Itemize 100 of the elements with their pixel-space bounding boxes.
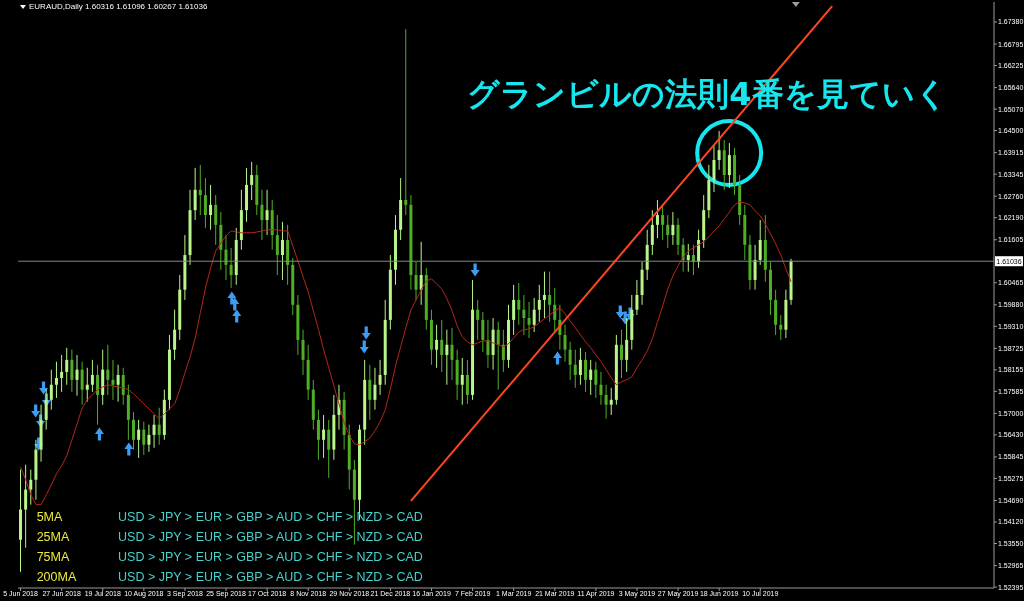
candlestick bbox=[327, 419, 331, 479]
candlestick bbox=[214, 194, 218, 246]
candlestick bbox=[60, 354, 64, 393]
candlestick bbox=[316, 409, 320, 461]
candlestick bbox=[609, 387, 613, 416]
candlestick bbox=[691, 244, 695, 276]
annotation: USD > JPY > EUR > GBP > AUD > CHF > NZD > CAD bbox=[118, 569, 423, 585]
candlestick bbox=[75, 354, 79, 397]
candlestick bbox=[686, 243, 690, 273]
line-series bbox=[20, 201, 792, 506]
candlestick bbox=[620, 329, 624, 379]
candlestick bbox=[445, 329, 449, 386]
candlestick bbox=[476, 299, 480, 341]
candlestick bbox=[80, 361, 84, 406]
candlestick bbox=[116, 364, 120, 403]
candlestick bbox=[779, 314, 783, 341]
candlestick bbox=[229, 247, 233, 289]
candlestick bbox=[758, 219, 762, 266]
annotation: 25MA bbox=[36, 529, 70, 545]
annotation: 200MA bbox=[36, 569, 77, 585]
candlestick bbox=[604, 384, 608, 420]
candlestick bbox=[173, 309, 177, 361]
candlestick bbox=[378, 359, 382, 396]
candlestick bbox=[435, 324, 439, 369]
annotation: USD > JPY > EUR > GBP > AUD > CHF > NZD > CAD bbox=[118, 529, 423, 545]
candlestick bbox=[265, 189, 269, 236]
candlestick bbox=[512, 284, 516, 336]
candlestick bbox=[121, 367, 125, 406]
candlestick bbox=[54, 361, 58, 399]
candlestick bbox=[727, 142, 731, 189]
candlestick bbox=[198, 164, 202, 216]
candlestick bbox=[49, 369, 53, 411]
candlestick bbox=[440, 319, 444, 373]
candlestick bbox=[106, 344, 110, 396]
candlestick bbox=[44, 389, 48, 431]
candlestick bbox=[29, 469, 33, 506]
candlestick bbox=[322, 414, 326, 459]
candlestick bbox=[132, 411, 136, 451]
candlestick bbox=[414, 261, 418, 301]
candlestick bbox=[70, 349, 74, 393]
candlestick bbox=[584, 351, 588, 393]
candlestick bbox=[465, 359, 469, 405]
candlestick bbox=[563, 324, 567, 363]
candlestick bbox=[542, 271, 546, 319]
candlestick bbox=[573, 349, 577, 389]
candlestick bbox=[152, 414, 156, 449]
candlestick bbox=[137, 419, 141, 459]
candlestick bbox=[111, 359, 115, 401]
candlestick bbox=[578, 347, 582, 386]
candlestick bbox=[280, 221, 284, 281]
chart-title: EURAUD,Daily 1.60316 1.61096 1.60267 1.61036 bbox=[29, 2, 208, 12]
candlestick bbox=[24, 464, 28, 549]
candlestick bbox=[419, 241, 423, 306]
candlestick bbox=[404, 28, 408, 216]
candlestick bbox=[650, 209, 654, 256]
candlestick bbox=[209, 184, 213, 231]
candlestick bbox=[676, 217, 680, 256]
candlestick bbox=[301, 329, 305, 376]
candlestick bbox=[666, 214, 670, 249]
candlestick bbox=[517, 282, 521, 326]
candlestick bbox=[548, 271, 552, 323]
candlestick bbox=[599, 371, 603, 406]
candlestick bbox=[96, 364, 100, 426]
candlestick bbox=[157, 407, 161, 446]
candlestick bbox=[532, 297, 536, 333]
candlestick bbox=[671, 211, 675, 246]
candlestick bbox=[460, 357, 464, 406]
candlestick bbox=[368, 364, 372, 421]
candlestick bbox=[142, 421, 146, 456]
candlestick bbox=[203, 177, 207, 229]
annotation: 5MA bbox=[36, 509, 63, 525]
candlestick bbox=[655, 199, 659, 239]
candlestick bbox=[275, 214, 279, 276]
candlestick bbox=[712, 144, 716, 193]
annotation: グランビルの法則4番を見ていく bbox=[467, 75, 948, 113]
candlestick bbox=[625, 317, 629, 373]
candlestick bbox=[635, 279, 639, 316]
candlestick bbox=[373, 367, 377, 411]
candlestick bbox=[594, 361, 598, 399]
candlestick bbox=[450, 327, 454, 381]
candlestick bbox=[250, 161, 254, 201]
candlestick bbox=[496, 321, 500, 391]
annotation: USD > JPY > EUR > GBP > AUD > CHF > NZD > CAD bbox=[118, 509, 423, 525]
annotation: USD > JPY > EUR > GBP > AUD > CHF > NZD > CAD bbox=[118, 549, 423, 565]
candlestick bbox=[90, 359, 94, 393]
annotation: 75MA bbox=[36, 549, 70, 565]
candlestick bbox=[147, 424, 151, 453]
candlestick bbox=[527, 301, 531, 339]
candlestick bbox=[717, 130, 721, 171]
candlestick bbox=[224, 234, 228, 281]
candlestick bbox=[260, 189, 264, 241]
candlestick bbox=[522, 294, 526, 336]
candlestick bbox=[568, 341, 572, 381]
candlestick bbox=[193, 167, 197, 221]
candlestick bbox=[501, 329, 505, 373]
candlestick bbox=[481, 311, 485, 353]
candlestick bbox=[753, 244, 757, 291]
candlestick bbox=[537, 284, 541, 323]
candlestick bbox=[85, 367, 89, 403]
candlestick bbox=[589, 359, 593, 396]
